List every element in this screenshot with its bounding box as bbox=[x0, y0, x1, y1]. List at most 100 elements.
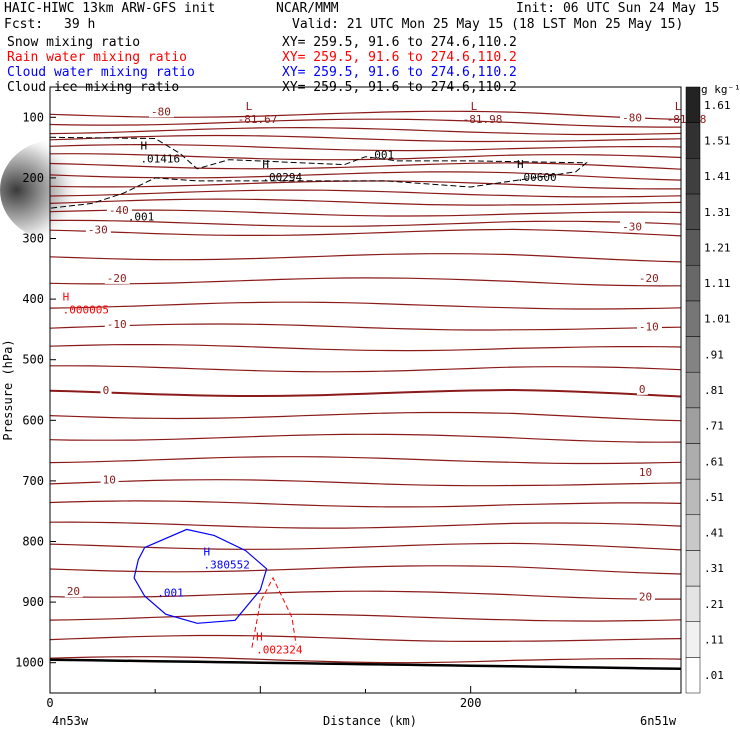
isotherm-line bbox=[49, 479, 682, 487]
isotherm-line bbox=[49, 634, 682, 642]
colorbar-swatch bbox=[685, 478, 701, 516]
ice-contour-label: .001 bbox=[368, 149, 395, 162]
colorbar-swatch bbox=[685, 657, 701, 694]
rain-max-value: .000005 bbox=[63, 304, 109, 317]
field-name-snow: Snow mixing ratio bbox=[7, 35, 141, 50]
colorbar-swatch bbox=[685, 158, 701, 195]
isotherm-line bbox=[49, 388, 682, 398]
isotherm-label-bg bbox=[636, 591, 655, 603]
colorbar-tick-label: .11 bbox=[704, 634, 724, 647]
x-left-endpoint: 4n53w bbox=[52, 714, 89, 728]
y-tick-label: 600 bbox=[22, 413, 44, 427]
field-xy-cloud-water: XY= 259.5, 91.6 to 274.6,110.2 bbox=[282, 65, 517, 80]
isotherm-label: -20 bbox=[107, 272, 127, 285]
isotherm-line bbox=[49, 162, 682, 170]
isotherm-line bbox=[49, 189, 682, 198]
colorbar-tick-label: .21 bbox=[704, 598, 724, 611]
isotherm-line bbox=[49, 456, 682, 465]
rain-max-marker: H bbox=[256, 631, 263, 644]
colorbar-tick-label: 1.31 bbox=[704, 206, 731, 219]
isotherm-line bbox=[49, 253, 682, 263]
colorbar-swatch bbox=[685, 407, 701, 444]
y-tick-label: 500 bbox=[22, 353, 44, 367]
isotherm-label: -30 bbox=[88, 223, 108, 236]
colorbar-swatch bbox=[685, 336, 701, 373]
y-tick-label: 800 bbox=[22, 535, 44, 549]
colorbar-swatch bbox=[685, 585, 701, 622]
isotherm-label: -40 bbox=[109, 204, 129, 217]
colorbar-swatch bbox=[685, 122, 701, 159]
isotherm-label-bg bbox=[636, 321, 662, 333]
isotherm-label-bg bbox=[85, 224, 111, 236]
isotherm-label: 0 bbox=[639, 383, 646, 396]
colorbar-swatch bbox=[685, 300, 701, 337]
y-axis-label: Pressure (hPa) bbox=[1, 339, 15, 440]
isotherm-label-bg bbox=[104, 272, 130, 284]
isotherm-line bbox=[49, 171, 682, 181]
isotherm-label: -30 bbox=[622, 220, 642, 233]
snow-max-value: .00600 bbox=[517, 171, 557, 184]
isotherm-label: -10 bbox=[639, 320, 659, 333]
colorbar: .01 .11 .21 .31 .41 .51 .61 .71 .81 .91 1.01 1.11 1.… bbox=[685, 86, 731, 694]
snow-max-marker: H bbox=[262, 158, 269, 171]
snow-contour bbox=[49, 136, 588, 209]
field-name-rain: Rain water mixing ratio bbox=[7, 50, 188, 65]
isotherm-line bbox=[49, 228, 682, 237]
snow-max-marker: H bbox=[517, 158, 524, 171]
snow-shading bbox=[0, 140, 110, 240]
colorbar-swatch bbox=[685, 264, 701, 302]
snow-max-marker: H bbox=[140, 140, 147, 153]
isotherm-line bbox=[49, 542, 682, 551]
cloud-water-max-marker: H bbox=[204, 546, 211, 559]
low-marker: L bbox=[675, 100, 682, 113]
colorbar-tick-label: .51 bbox=[704, 491, 724, 504]
ground-surface-line bbox=[49, 658, 682, 671]
x-right-endpoint: 6n51w bbox=[640, 714, 677, 728]
colorbar-swatch bbox=[685, 514, 701, 551]
x-axis-label: Distance (km) bbox=[323, 714, 417, 728]
y-tick-label: 200 bbox=[22, 171, 44, 185]
colorbar-tick-label: 1.61 bbox=[704, 99, 731, 112]
y-tick-label: 1000 bbox=[15, 656, 44, 670]
colorbar-swatch bbox=[685, 229, 701, 266]
colorbar-tick-label: .61 bbox=[704, 455, 724, 468]
isotherm-label: 10 bbox=[639, 466, 652, 479]
isotherm-label-bg bbox=[100, 385, 112, 397]
isotherm-line bbox=[49, 521, 682, 529]
colorbar-tick-label: 1.41 bbox=[704, 170, 731, 183]
low-marker: L bbox=[246, 100, 253, 113]
isotherm-line bbox=[49, 134, 682, 143]
isotherm-label: 20 bbox=[67, 585, 80, 598]
isotherm-line bbox=[49, 656, 682, 664]
cloud-water-contour-label: .001 bbox=[157, 587, 184, 600]
snow-contour-label: .001 bbox=[128, 210, 155, 223]
colorbar-tick-label: 1.11 bbox=[704, 277, 731, 290]
org-label: NCAR/MMM bbox=[276, 1, 339, 16]
isotherm-label-bg bbox=[106, 205, 132, 217]
isotherm-label: 10 bbox=[103, 474, 116, 487]
colorbar-swatch bbox=[685, 86, 701, 123]
colorbar-swatch bbox=[685, 550, 701, 587]
isotherm-label: -20 bbox=[639, 272, 659, 285]
isotherm-line bbox=[49, 118, 681, 128]
moisture-contours bbox=[49, 136, 588, 648]
colorbar-tick-label: .41 bbox=[704, 527, 724, 540]
x-tick-label: 0 bbox=[46, 696, 53, 710]
isotherm-line bbox=[50, 365, 682, 373]
forecast-hour: 39 h bbox=[64, 17, 96, 32]
isotherm-line bbox=[49, 565, 682, 575]
isotherm-label-bg bbox=[104, 318, 130, 330]
colorbar-tick-label: 1.01 bbox=[704, 313, 731, 326]
colorbar-tick-label: .81 bbox=[704, 384, 724, 397]
colorbar-tick-label: 1.21 bbox=[704, 241, 731, 254]
cloud-water-max-value: .380552 bbox=[204, 559, 250, 572]
x-tick-label: 200 bbox=[460, 696, 482, 710]
y-tick-label: 300 bbox=[22, 232, 44, 246]
isotherm-label: 0 bbox=[103, 384, 110, 397]
isotherm-label-bg bbox=[100, 474, 119, 486]
y-tick-label: 900 bbox=[22, 595, 44, 609]
colorbar-tick-label: .91 bbox=[704, 348, 724, 361]
isotherm-label-bg bbox=[636, 383, 648, 395]
snow-max-value: .00294 bbox=[262, 171, 302, 184]
